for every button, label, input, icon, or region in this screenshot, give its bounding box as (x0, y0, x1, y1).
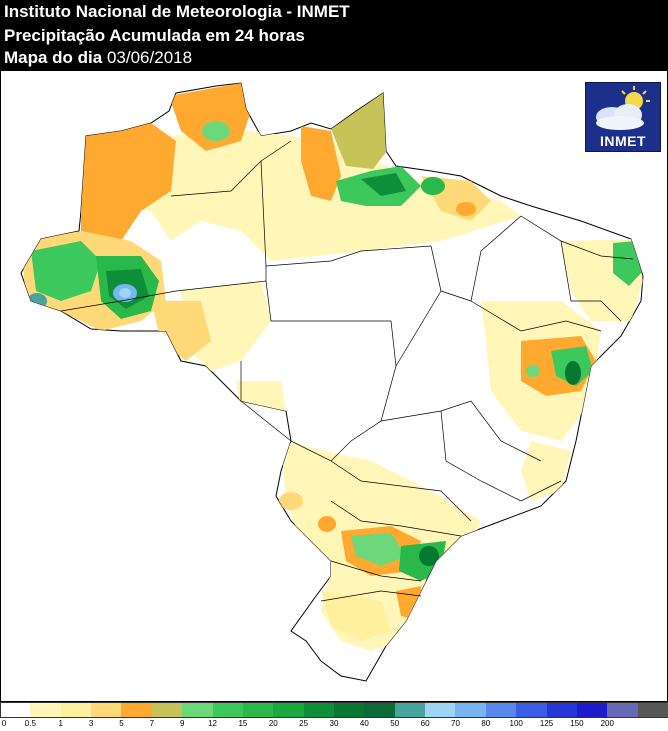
legend-swatch (91, 702, 123, 718)
map-date-prefix: Mapa do dia (4, 48, 103, 67)
inmet-logo-text: INMET (599, 133, 647, 149)
legend-label: 9 (179, 719, 185, 728)
map-date: 03/06/2018 (106, 48, 193, 67)
legend-swatch (334, 702, 366, 718)
legend-swatch (516, 702, 548, 718)
legend-label: 150 (570, 719, 584, 728)
legend-swatch (151, 702, 184, 718)
legend-label: 5 (119, 719, 124, 728)
legend-label: 0 (1, 719, 7, 728)
legend-swatch (30, 702, 62, 718)
legend-label: 7 (149, 719, 155, 728)
legend-label: 200 (600, 719, 614, 728)
map-subtitle: Precipitação Acumulada em 24 horas (4, 26, 305, 45)
cloud-sun-icon (596, 86, 650, 130)
map-date-line: Mapa do dia 03/06/2018 (4, 48, 192, 68)
legend-label: 100 (509, 719, 523, 728)
precipitation-map: INMET (0, 70, 668, 702)
legend-swatch (273, 702, 305, 718)
legend-label: 20 (268, 719, 278, 728)
legend-swatch (455, 702, 487, 718)
legend-swatch (212, 702, 244, 718)
legend-swatch (637, 702, 668, 718)
legend-label: 50 (390, 719, 400, 728)
precipitation-legend: 0 0.5 1 3 5 7 9 12 15 20 25 30 40 50 60 70 80 100 125 150 20… (0, 702, 668, 731)
legend-swatch (576, 702, 609, 718)
legend-swatch (394, 702, 427, 718)
map-header: Instituto Nacional de Meteorologia - INM… (0, 0, 668, 70)
legend-label: 40 (359, 719, 369, 728)
legend-swatch (242, 702, 275, 718)
legend-label: 70 (451, 719, 460, 728)
state-borders (60, 140, 634, 602)
legend-swatch (485, 702, 518, 718)
institute-title: Instituto Nacional de Meteorologia - INM… (4, 2, 350, 21)
legend-swatch (60, 702, 93, 718)
inmet-logo: INMET (585, 82, 661, 152)
brazil-map-svg (20, 82, 644, 682)
legend-label: 60 (420, 719, 430, 728)
legend-label: 30 (329, 719, 339, 728)
legend-label: 1 (58, 719, 63, 728)
legend-swatch (303, 702, 335, 718)
legend-label: 0.5 (24, 719, 36, 728)
precipitation-fields (21, 83, 643, 651)
legend-swatch (364, 702, 396, 718)
legend-swatch (425, 702, 457, 718)
legend-swatch (121, 702, 153, 718)
legend-label: 25 (299, 719, 309, 728)
legend-label: 3 (88, 719, 94, 728)
legend-swatch (546, 702, 578, 718)
legend-label: 15 (238, 719, 248, 728)
legend-swatch (0, 702, 32, 718)
legend-label: 80 (481, 719, 491, 728)
legend-swatch (607, 702, 639, 718)
legend-label: 125 (539, 719, 554, 728)
legend-label: 12 (208, 719, 217, 728)
legend-swatch (182, 702, 214, 718)
